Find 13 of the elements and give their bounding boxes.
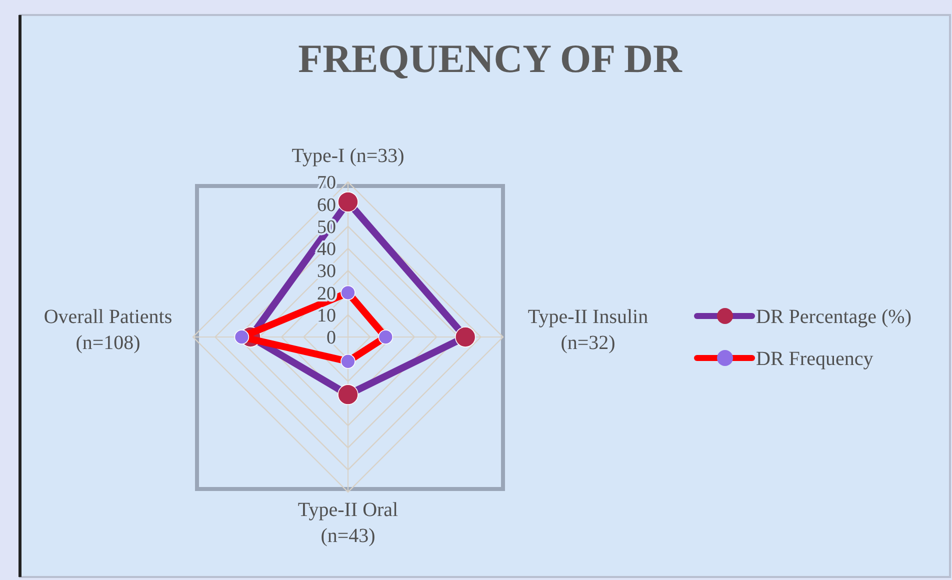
legend-label: DR Percentage (%) bbox=[756, 306, 912, 328]
legend-label: DR Frequency bbox=[756, 348, 874, 370]
y-tick-label: 40 bbox=[317, 239, 336, 260]
chart-title: FREQUENCY OF DR bbox=[298, 36, 683, 81]
y-tick-label: 10 bbox=[317, 306, 336, 327]
spoke-label: Type-II Insulin (n=32) bbox=[528, 306, 648, 354]
spoke-label: Type-II Oral (n=43) bbox=[298, 499, 399, 547]
y-tick-label: 60 bbox=[317, 194, 336, 216]
y-tick-label: 30 bbox=[317, 261, 336, 282]
y-tick-label: 0 bbox=[326, 328, 336, 349]
spoke-label: Overall Patients (n=108) bbox=[44, 306, 172, 354]
y-tick-label: 70 bbox=[317, 172, 336, 194]
spoke-label: Type-I (n=33) bbox=[292, 145, 404, 167]
